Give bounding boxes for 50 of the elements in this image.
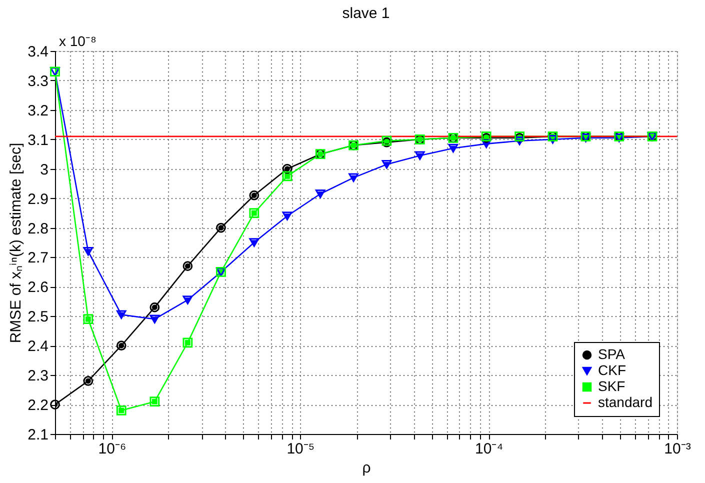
y-tick-label: 3.3	[28, 72, 48, 90]
y-tick-label: 3	[40, 161, 48, 178]
y-tick-label: 2.8	[28, 220, 48, 238]
x-tick-label: 10⁻⁴	[475, 440, 504, 458]
x-axis-title: ρ	[362, 460, 371, 476]
point	[83, 246, 94, 256]
point	[116, 340, 126, 351]
y-tick-label: 2.7	[28, 250, 48, 267]
chart-title: slave 1	[342, 5, 390, 22]
y-tick-label: 2.5	[28, 308, 48, 326]
point	[150, 314, 160, 324]
point	[150, 302, 160, 312]
point	[216, 222, 226, 233]
point	[315, 190, 326, 198]
point	[182, 261, 193, 271]
y-tick-label: 3.2	[28, 102, 48, 120]
point	[150, 396, 160, 407]
point	[448, 144, 458, 153]
y-tick-label: 2.4	[28, 338, 48, 356]
y-tick-label: 2.1	[28, 426, 48, 444]
point	[182, 296, 193, 304]
point	[282, 212, 292, 220]
point	[83, 376, 94, 386]
point	[382, 160, 392, 169]
y-tick-label: 2.2	[28, 397, 48, 414]
y-tick-label: 2.6	[28, 279, 48, 296]
y-tick-label: 3.1	[28, 132, 48, 149]
y-tick-label: 3.4	[28, 44, 48, 60]
x-tick-label: 10⁻⁶	[98, 440, 126, 458]
point	[414, 151, 425, 160]
point	[282, 171, 292, 182]
legend-label: standard	[598, 394, 652, 410]
point	[249, 208, 260, 218]
legend-label: CKF	[598, 362, 626, 378]
x-tick-label: 10⁻³	[664, 440, 691, 458]
point	[116, 310, 126, 320]
legend-label: SKF	[598, 378, 626, 394]
y-tick-label: 2.9	[28, 190, 48, 208]
y-axis-title: RMSE of xₙⁱⁿ(k) estimate [sec]	[8, 142, 25, 344]
point	[249, 238, 260, 247]
text: x 10⁻⁸	[59, 33, 96, 49]
point	[83, 314, 94, 324]
x-tick-label: 10⁻⁵	[286, 440, 315, 458]
point	[116, 406, 126, 416]
point	[249, 190, 260, 200]
point	[481, 139, 492, 148]
y-tick-label: 2.3	[28, 368, 48, 385]
legend-label: SPA	[598, 346, 626, 362]
point	[182, 338, 193, 348]
point	[282, 164, 292, 174]
